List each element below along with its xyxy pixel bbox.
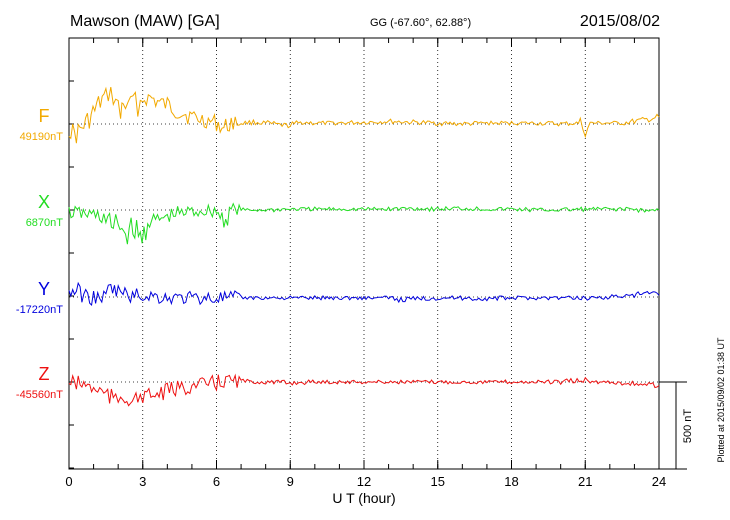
tick-label: 15 bbox=[431, 474, 445, 489]
series-baseline-x: 6870nT bbox=[26, 217, 64, 229]
x-axis-tick-labels: 0 3 6 9 12 15 18 21 24 bbox=[65, 474, 666, 489]
tick-label: 6 bbox=[213, 474, 220, 489]
tick-label: 9 bbox=[287, 474, 294, 489]
tick-label: 21 bbox=[578, 474, 592, 489]
tick-label: 12 bbox=[357, 474, 371, 489]
scale-bar-label: 500 nT bbox=[682, 409, 694, 444]
tick-label: 24 bbox=[652, 474, 666, 489]
series-line-z bbox=[68, 373, 660, 407]
series-name-z: Z bbox=[39, 364, 50, 384]
x-axis-ticks bbox=[68, 38, 660, 469]
series-baseline-y: -17220nT bbox=[16, 304, 63, 316]
station-coords: GG (-67.60°, 62.88°) bbox=[370, 17, 471, 29]
series-name-x: X bbox=[38, 192, 50, 212]
grid-lines bbox=[69, 38, 659, 469]
series-baseline-z: -45560nT bbox=[16, 389, 63, 401]
plot-date: 2015/08/02 bbox=[580, 13, 660, 30]
station-title: Mawson (MAW) [GA] bbox=[70, 13, 220, 30]
series-name-f: F bbox=[39, 106, 50, 126]
series-name-y: Y bbox=[38, 279, 50, 299]
x-axis-label: U T (hour) bbox=[332, 490, 395, 506]
plotted-at-note: Plotted at 2015/09/02 01:38 UT bbox=[716, 337, 726, 463]
series-line-x bbox=[68, 202, 660, 245]
series-lines bbox=[68, 86, 660, 407]
scale-bar: 500 nT bbox=[659, 381, 694, 470]
series-line-y bbox=[68, 281, 660, 307]
series-line-f bbox=[68, 86, 660, 144]
tick-label: 18 bbox=[504, 474, 518, 489]
tick-label: 0 bbox=[65, 474, 72, 489]
series-labels: F 49190nT X 6870nT Y -17220nT Z -45560nT bbox=[16, 106, 63, 401]
series-baseline-f: 49190nT bbox=[20, 131, 64, 143]
tick-label: 3 bbox=[139, 474, 146, 489]
